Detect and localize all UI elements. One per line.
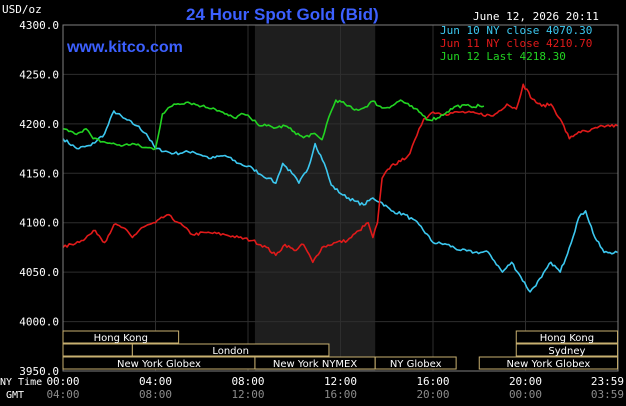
market-session-label: London — [212, 346, 249, 357]
series-line-1 — [62, 110, 618, 293]
market-session-label: Sydney — [548, 346, 585, 357]
ny-time-tick: 23:59 — [591, 375, 624, 388]
nymex-session-shade — [254, 25, 376, 371]
market-session-label: New York Globex — [117, 359, 201, 370]
gmt-time-tick: 04:00 — [46, 388, 79, 401]
gmt-time-tick: 16:00 — [324, 388, 357, 401]
y-tick-label: 4300.0 — [19, 19, 59, 32]
y-tick-label: 4250.0 — [19, 68, 59, 81]
legend-item-jun10: Jun 10 NY close 4070.30 — [440, 24, 592, 37]
market-session-label: Hong Kong — [540, 333, 594, 344]
y-tick-label: 4000.0 — [19, 316, 59, 329]
ny-time-tick: 00:00 — [46, 375, 79, 388]
series-line-3 — [62, 99, 485, 151]
market-session-bar — [515, 330, 619, 344]
gmt-time-tick: 08:00 — [139, 388, 172, 401]
market-session-bar — [131, 343, 330, 357]
ny-time-label: NY Time — [0, 377, 42, 388]
y-unit-label: USD/oz — [2, 3, 42, 16]
gmt-time-tick: 00:00 — [509, 388, 542, 401]
market-session-bar — [478, 356, 619, 370]
legend: Jun 10 NY close 4070.30 Jun 11 NY close … — [440, 24, 592, 63]
y-tick-label: 3950.0 — [19, 365, 59, 378]
ny-time-tick: 08:00 — [231, 375, 264, 388]
ny-time-tick: 16:00 — [416, 375, 449, 388]
market-session-bar — [62, 330, 180, 344]
market-session-label: New York NYMEX — [273, 359, 358, 370]
gmt-label: GMT — [6, 390, 24, 401]
y-tick-label: 4050.0 — [19, 266, 59, 279]
series-line-2 — [62, 83, 618, 264]
watermark-link[interactable]: www.kitco.com — [66, 39, 183, 56]
market-session-label: New York Globex — [506, 359, 590, 370]
ny-time-tick: 12:00 — [324, 375, 357, 388]
plot-frame — [62, 24, 619, 372]
gmt-time-tick: 20:00 — [416, 388, 449, 401]
y-tick-label: 4150.0 — [19, 167, 59, 180]
y-tick-label: 4100.0 — [19, 217, 59, 230]
market-bar-filler — [62, 343, 133, 357]
y-tick-label: 4200.0 — [19, 118, 59, 131]
market-session-label: Hong Kong — [94, 333, 148, 344]
market-session-bar — [515, 343, 619, 357]
market-session-label: NY Globex — [390, 359, 442, 370]
gmt-time-tick: 12:00 — [231, 388, 264, 401]
legend-item-jun11: Jun 11 NY close 4210.70 — [440, 37, 592, 50]
chart-title: 24 Hour Spot Gold (Bid) — [186, 5, 379, 24]
legend-item-jun12: Jun 12 Last 4218.30 — [440, 50, 566, 63]
market-session-bar — [374, 356, 457, 370]
ny-time-tick: 04:00 — [139, 375, 172, 388]
gmt-time-tick: 03:59 — [591, 388, 624, 401]
ny-time-tick: 20:00 — [509, 375, 542, 388]
chart-datetime: June 12, 2026 20:11 — [473, 10, 599, 23]
